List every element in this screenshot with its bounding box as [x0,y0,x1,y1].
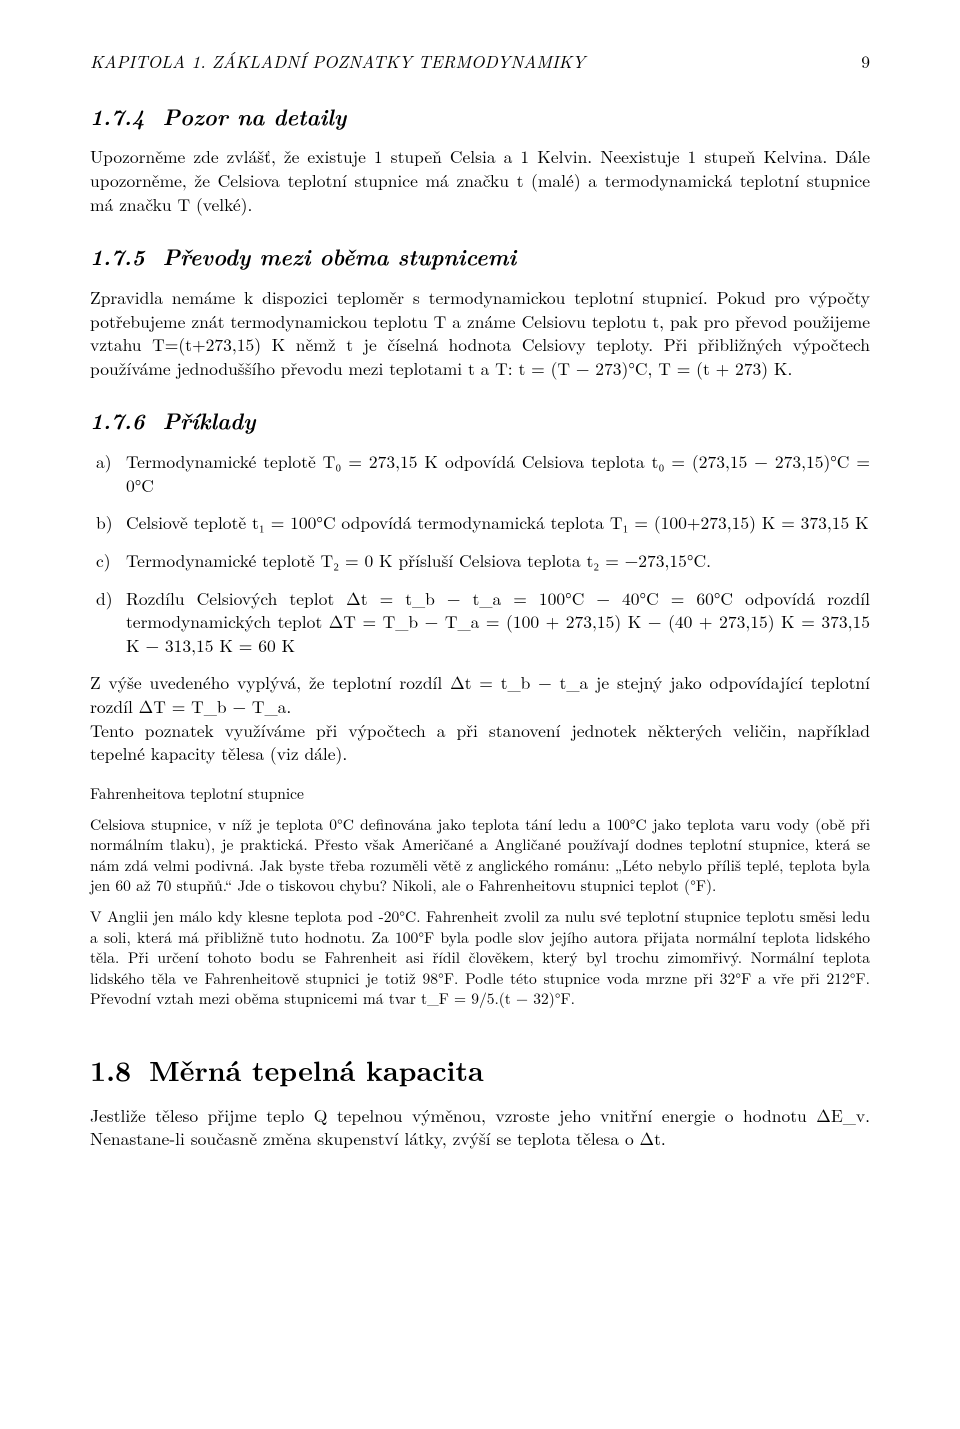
section-176-number: 1.7.6 [90,404,145,436]
section-18-title: Měrná tepelná kapacita [149,1050,484,1090]
section-176-heading: 1.7.6 Příklady [90,406,870,436]
fahrenheit-heading: Fahrenheitova teplotní stupnice [90,784,870,805]
example-marker-d: d) [96,587,113,611]
section-176-title: Příklady [163,404,256,436]
section-175-paragraph-1: Zpravidla nemáme k dispozici teploměr s … [90,286,870,381]
section-18-paragraph-1: Jestliže těleso přijme teplo Q tepelnou … [90,1104,870,1151]
page: KAPITOLA 1. ZÁKLADNÍ POZNATKY TERMODYNAM… [0,0,960,1429]
example-item-a: a) Termodynamické teplotě T₀ = 273,15 K … [126,450,870,497]
section-176-paragraph-after-1: Z výše uvedeného vyplývá, že teplotní ro… [90,671,870,718]
example-item-b: b) Celsiově teplotě t₁ = 100°C odpovídá … [126,511,870,535]
section-18-number: 1.8 [90,1050,131,1090]
section-174-paragraph-1: Upozorněme zde zvlášť, že existuje 1 stu… [90,145,870,216]
fahrenheit-paragraph-1: Celsiova stupnice, v níž je teplota 0°C … [90,815,870,897]
fahrenheit-note: Fahrenheitova teplotní stupnice Celsiova… [90,784,870,1010]
section-174-heading: 1.7.4 Pozor na detaily [90,102,870,132]
example-item-d: d) Rozdílu Celsiových teplot Δt = t_b − … [126,587,870,658]
page-number: 9 [861,50,870,74]
example-marker-c: c) [96,549,111,573]
section-175-title: Převody mezi oběma stupnicemi [163,240,517,272]
running-header-title: KAPITOLA 1. ZÁKLADNÍ POZNATKY TERMODYNAM… [90,50,585,74]
section-174-number: 1.7.4 [90,100,145,132]
section-175-heading: 1.7.5 Převody mezi oběma stupnicemi [90,242,870,272]
fahrenheit-paragraph-2: V Anglii jen málo kdy klesne teplota pod… [90,907,870,1010]
section-18-heading: 1.8 Měrná tepelná kapacita [90,1052,870,1090]
example-marker-a: a) [96,450,112,474]
example-text-c: Termodynamické teplotě T₂ = 0 K přísluší… [126,548,711,573]
example-text-b: Celsiově teplotě t₁ = 100°C odpovídá ter… [126,510,869,535]
running-header: KAPITOLA 1. ZÁKLADNÍ POZNATKY TERMODYNAM… [90,50,870,74]
example-marker-b: b) [96,511,113,535]
example-text-a: Termodynamické teplotě T₀ = 273,15 K odp… [126,449,870,498]
example-text-d: Rozdílu Celsiových teplot Δt = t_b − t_a… [126,586,870,658]
examples-list: a) Termodynamické teplotě T₀ = 273,15 K … [90,450,870,657]
section-175-number: 1.7.5 [90,240,145,272]
example-item-c: c) Termodynamické teplotě T₂ = 0 K přísl… [126,549,870,573]
section-176-paragraph-after-2: Tento poznatek využíváme při výpočtech a… [90,719,870,766]
section-174-title: Pozor na detaily [163,100,347,132]
